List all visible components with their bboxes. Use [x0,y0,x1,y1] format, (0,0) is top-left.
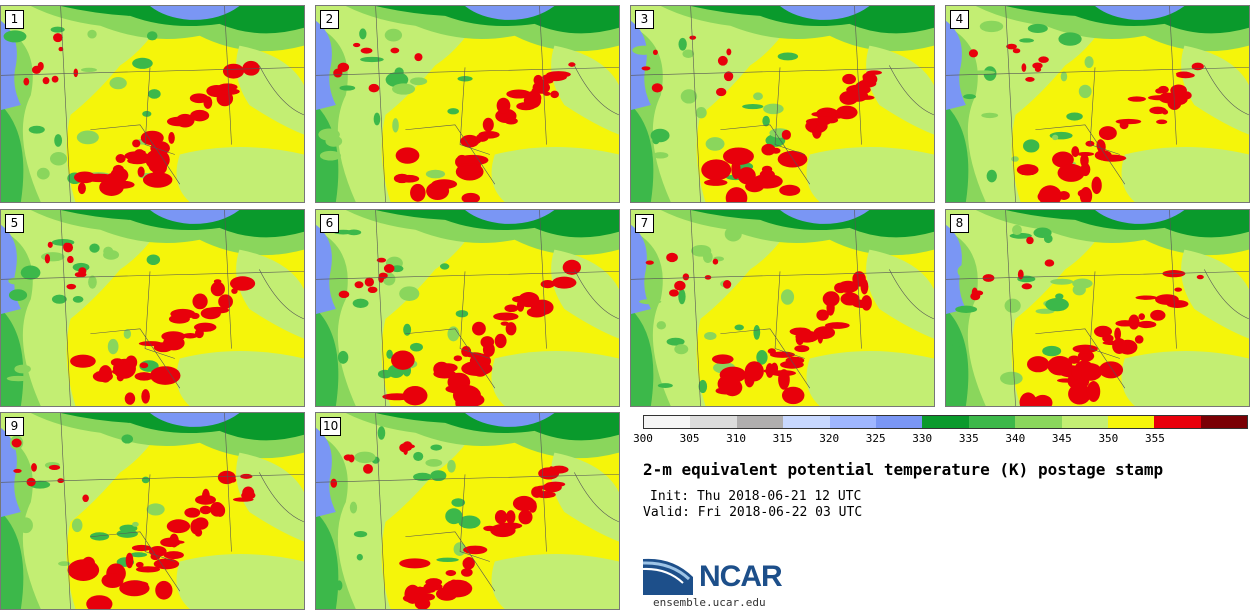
colorbar-segment [829,416,876,428]
member-number: 5 [5,214,24,233]
theta-e-map [316,210,619,406]
colorbar-tick-label: 315 [772,432,793,445]
colorbar-tick-label: 340 [1005,432,1026,445]
theta-e-map [946,6,1249,202]
member-number: 7 [635,214,654,233]
colorbar-tick-label: 325 [865,432,886,445]
member-number: 3 [635,10,654,29]
member-panel-8: 8 [945,209,1250,407]
theta-e-map [1,210,304,406]
colorbar-tick-label: 355 [1144,432,1165,445]
colorbar-segment [1107,416,1155,428]
member-panel-5: 5 [0,209,305,407]
member-panel-1: 1 [0,5,305,203]
theta-e-map [946,210,1249,406]
figure-title: 2-m equivalent potential temperature (K)… [643,460,1164,479]
member-panel-4: 4 [945,5,1250,203]
theta-e-map [316,6,619,202]
colorbar-segment [736,416,784,428]
member-number: 1 [5,10,24,29]
member-panel-9: 9 [0,412,305,610]
colorbar-segment [922,416,969,428]
colorbar-tick-label: 320 [819,432,840,445]
colorbar-tick-labels: 300 305 310 315 320 325 330 335 340 345 350 355 [633,432,1248,446]
theta-e-map [316,413,619,609]
colorbar-segment [783,416,830,428]
colorbar-segment [644,416,691,428]
ncar-logo-icon [643,558,693,595]
colorbar-segment [875,416,923,428]
colorbar-tick-label: 300 [633,432,653,445]
theta-e-map [1,413,304,609]
colorbar-segment [690,416,737,428]
site-url: ensemble.ucar.edu [653,596,766,609]
member-number: 9 [5,417,24,436]
member-number: 6 [320,214,339,233]
member-panel-2: 2 [315,5,620,203]
theta-e-map [1,6,304,202]
theta-e-map [631,210,934,406]
colorbar-segment [1061,416,1108,428]
theta-e-map [631,6,934,202]
colorbar-tick-label: 350 [1098,432,1119,445]
colorbar-tick-label: 335 [958,432,979,445]
valid-time: Valid: Fri 2018-06-22 03 UTC [643,505,863,520]
colorbar-segment [1015,416,1062,428]
colorbar-tick-label: 310 [726,432,746,445]
member-number: 8 [950,214,969,233]
colorbar-tick-label: 330 [912,432,933,445]
member-panel-7: 7 [630,209,935,407]
colorbar-segment [1154,416,1201,428]
member-panel-3: 3 [630,5,935,203]
member-panel-6: 6 [315,209,620,407]
colorbar-segment [968,416,1016,428]
member-panel-10: 10 [315,412,620,610]
ncar-logo-text: NCAR [699,560,783,593]
colorbar-tick-label: 305 [679,432,700,445]
member-number: 2 [320,10,339,29]
colorbar [643,415,1248,429]
colorbar-segment [1200,416,1248,428]
member-number: 4 [950,10,969,29]
member-number: 10 [320,417,342,436]
init-time: Init: Thu 2018-06-21 12 UTC [650,489,862,504]
colorbar-tick-label: 345 [1051,432,1072,445]
